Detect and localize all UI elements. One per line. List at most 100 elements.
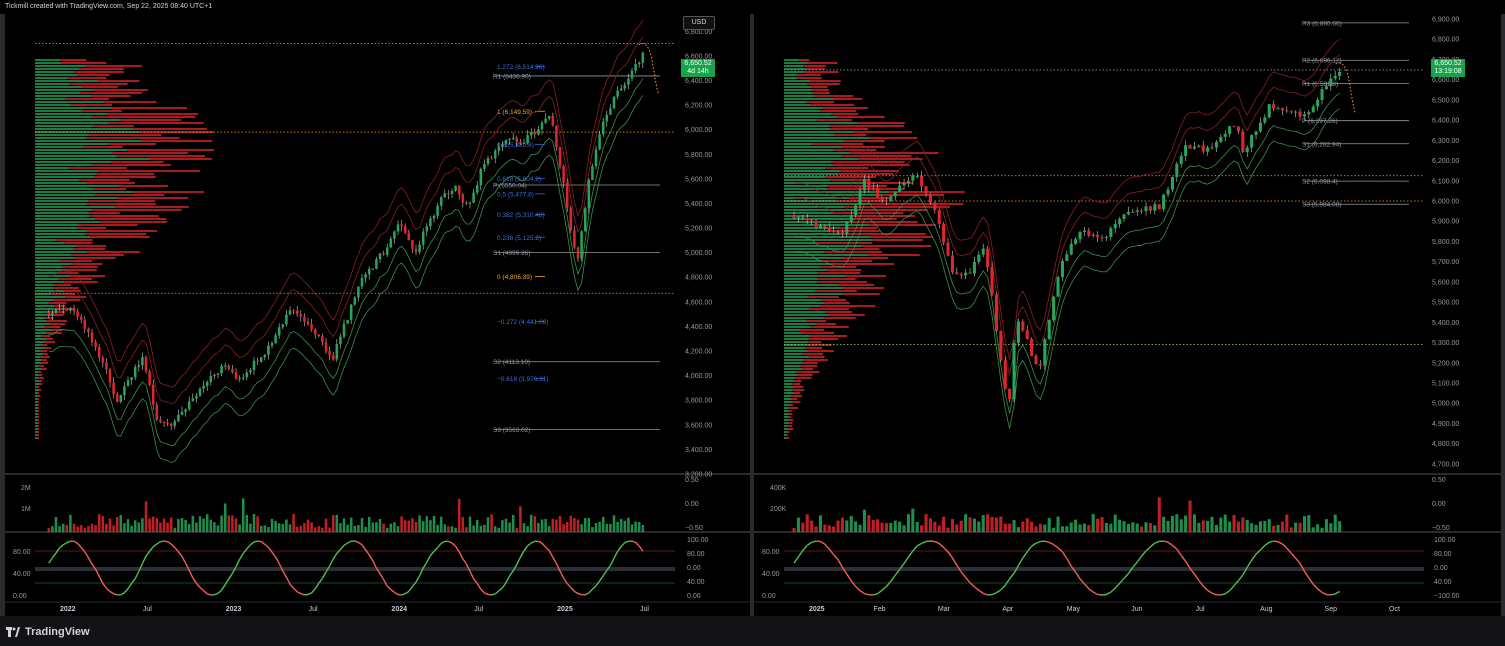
left-chart-pane[interactable]: 6,800.00 6,600.00 6,400.00 6,200.00 6,000.00… [5,14,750,616]
stoch-line-segment [1149,542,1156,548]
volume-profile-bar [788,410,792,412]
stoch-line-segment [141,555,147,564]
volume-profile-bar [791,398,798,400]
candle-body [227,365,231,370]
volume-profile-bar [35,116,92,118]
volume-profile-bar [784,419,790,421]
volume-bar [1192,514,1196,532]
volume-profile-bar [784,347,806,349]
candle-body [1294,111,1298,113]
volume-bar [133,520,137,532]
candle-body [389,238,393,248]
volume-profile-bar [814,95,854,97]
candle-body [465,202,468,204]
volume-bar [619,518,623,532]
volume-profile-bar [77,224,138,226]
volume-profile-bar [60,62,107,64]
volume-bar [1047,518,1051,532]
volume-profile-bar [59,260,93,262]
candle-body [1280,108,1284,111]
fib-label: 0.5 (5,477.8) [497,191,534,198]
candle-body [818,225,822,229]
currency-button[interactable]: USD [683,16,715,30]
volume-profile-bar [826,167,869,169]
time-tick-label: 2022 [60,606,76,613]
stoch-midband [35,567,675,571]
volume-profile-bar [37,416,39,418]
right-chart-svg[interactable]: 6,900.006,800.006,700.006,600.006,500.00… [754,14,1501,616]
volume-profile-bar [843,257,888,259]
candle-body [986,248,990,268]
volume-bar [508,522,511,532]
volume-profile-bar [68,167,127,169]
volume-bar [173,527,177,532]
volume-profile-bar [35,305,55,307]
candle-body [130,377,133,380]
volume-profile-bar [64,242,93,244]
candle-body [805,217,809,221]
volume-profile-bar [784,401,793,403]
stoch-line-segment [916,542,922,547]
stoch-line-segment [1312,583,1319,590]
volume-bar [1280,521,1284,532]
candle-body [1311,106,1315,113]
price-tick-label: 6,900.00 [1432,17,1459,24]
tradingview-logo[interactable]: TradingView [6,625,90,638]
left-chart-svg[interactable]: 6,800.00 6,600.00 6,400.00 6,200.00 6,000.00… [5,14,750,616]
candle-body [601,121,605,135]
volume-bar [126,519,130,532]
candle-body [529,132,533,136]
candle-body [425,226,429,232]
stoch-line-segment [440,540,446,544]
volume-profile-bar [35,293,52,295]
stoch-line-segment [55,547,61,554]
stoch-line-segment [293,587,298,593]
volume-profile-bar [784,251,825,253]
volume-profile-bar [70,104,113,106]
volume-bar [407,520,411,532]
volume-bar [241,498,245,532]
stoch-line-segment [841,567,848,575]
right-last-price: 6,650.52 [1434,60,1462,67]
volume-profile-bar [37,413,39,415]
stoch-line-segment [1273,540,1279,543]
candle-body [483,163,486,169]
volume-bar [432,515,436,532]
stoch-line-segment [1097,593,1103,596]
stoch-line-segment [87,557,93,565]
volume-profile-bar [35,287,53,289]
candle-body [1214,141,1218,148]
candle-body [1197,145,1201,147]
volume-bar [849,515,853,532]
price-tick-label: 5,900.00 [1432,219,1459,226]
right-chart-pane[interactable]: 6,900.006,800.006,700.006,600.006,500.00… [754,14,1501,616]
volume-bar [162,518,166,532]
volume-bar [213,522,216,532]
stoch-line-segment [1075,571,1081,580]
stoch-tick-left: 40.00 [13,571,31,578]
volume-profile-bar [35,371,39,373]
time-tick-label: Jul [143,606,152,613]
volume-profile-bar [784,158,859,160]
volume-bar [123,523,126,532]
volume-profile-bar [784,128,831,130]
volume-bar [1069,522,1073,532]
candle-body [906,180,910,183]
volume-profile-bar [108,122,204,124]
volume-bar [342,518,346,532]
volume-profile-bar [35,320,47,322]
volume-profile-bar [35,128,133,130]
volume-bar [72,524,76,532]
volume-profile-bar [35,359,42,361]
candle-body [403,226,407,233]
volume-profile-bar [35,377,39,379]
volume-bar [1188,500,1192,532]
stoch-line-segment [365,549,370,556]
volume-profile-bar [784,362,803,364]
price-tick-label: 5,000.00 [685,250,712,257]
stoch-tick-left: 80.00 [13,549,31,556]
volume-profile-bar [784,242,816,244]
candle-body [61,307,65,309]
stoch-line-segment [1057,547,1063,553]
volume-profile-bar [41,362,49,364]
